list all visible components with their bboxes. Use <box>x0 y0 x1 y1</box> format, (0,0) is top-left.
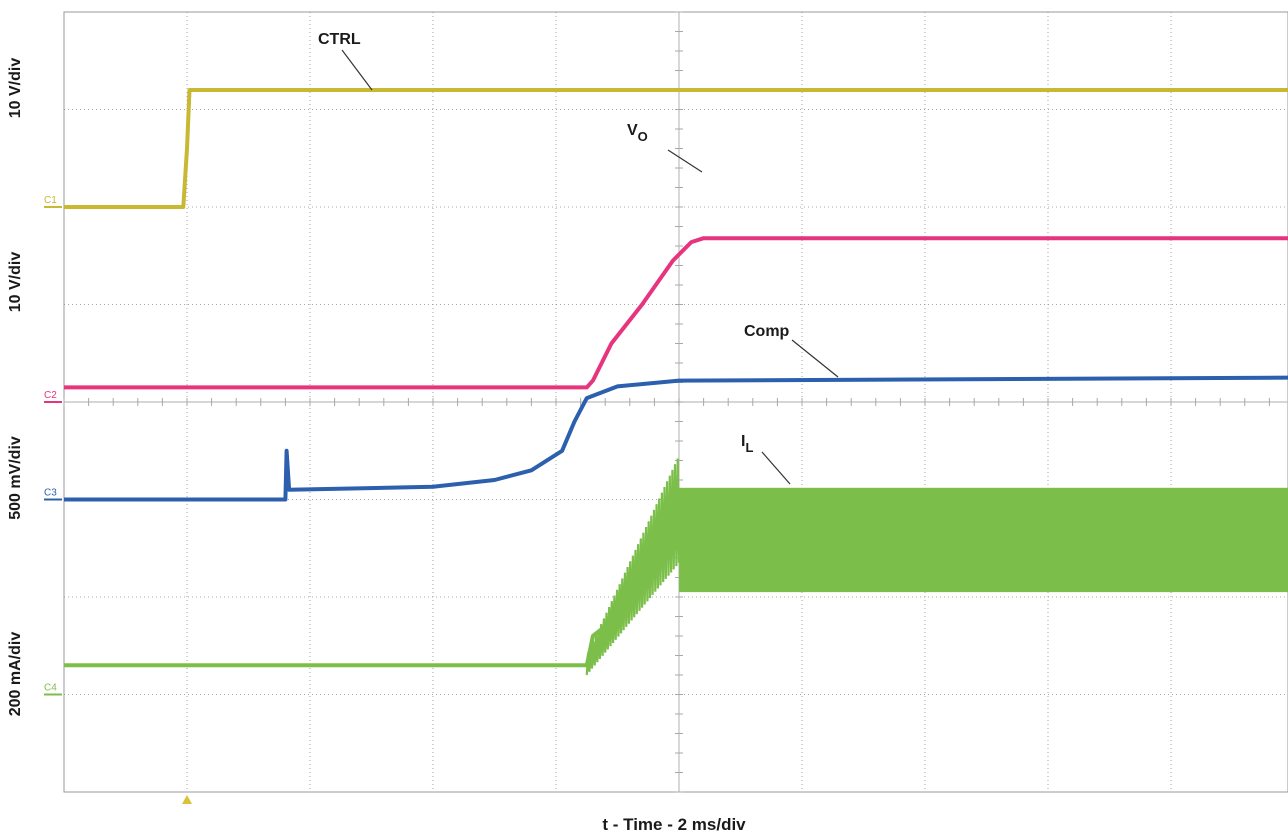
scale-label-c1: 10 V/div <box>7 58 24 119</box>
annotation-subscript: O <box>638 129 648 144</box>
trace-c2 <box>64 236 1288 390</box>
x-axis-label: t - Time - 2 ms/div <box>602 815 746 834</box>
trigger-marker <box>182 795 192 804</box>
channel-label-c3: C3 <box>44 488 57 499</box>
traces <box>64 88 1288 676</box>
annotation-leader <box>761 451 791 485</box>
annotation-leader <box>341 49 373 91</box>
channel-label-c1: C1 <box>44 195 57 206</box>
annotation-leader <box>791 339 839 378</box>
trace-c3 <box>64 375 1288 502</box>
scale-label-c4: 200 mA/div <box>7 632 24 717</box>
scale-label-c2: 10 V/div <box>7 252 24 313</box>
annotation-subscript: L <box>745 440 753 455</box>
annotation-ctrl: CTRL <box>318 31 361 48</box>
annotation-comp: Comp <box>744 323 790 340</box>
trace-c4 <box>64 507 1288 668</box>
channel-label-c2: C2 <box>44 390 57 401</box>
channel-markers: C1 C2 C3 C4 <box>44 195 192 804</box>
annotation-leader <box>667 149 703 173</box>
trace-c4-ripple-band <box>679 487 1288 593</box>
scale-labels: 10 V/div 10 V/div 500 mV/div 200 mA/div <box>7 58 24 717</box>
trace-c1 <box>64 88 1288 209</box>
channel-label-c4: C4 <box>44 683 57 694</box>
scale-label-c3: 500 mV/div <box>7 436 24 520</box>
trace-c4-ramp-ripple <box>585 458 681 676</box>
graticule <box>63 11 1288 793</box>
